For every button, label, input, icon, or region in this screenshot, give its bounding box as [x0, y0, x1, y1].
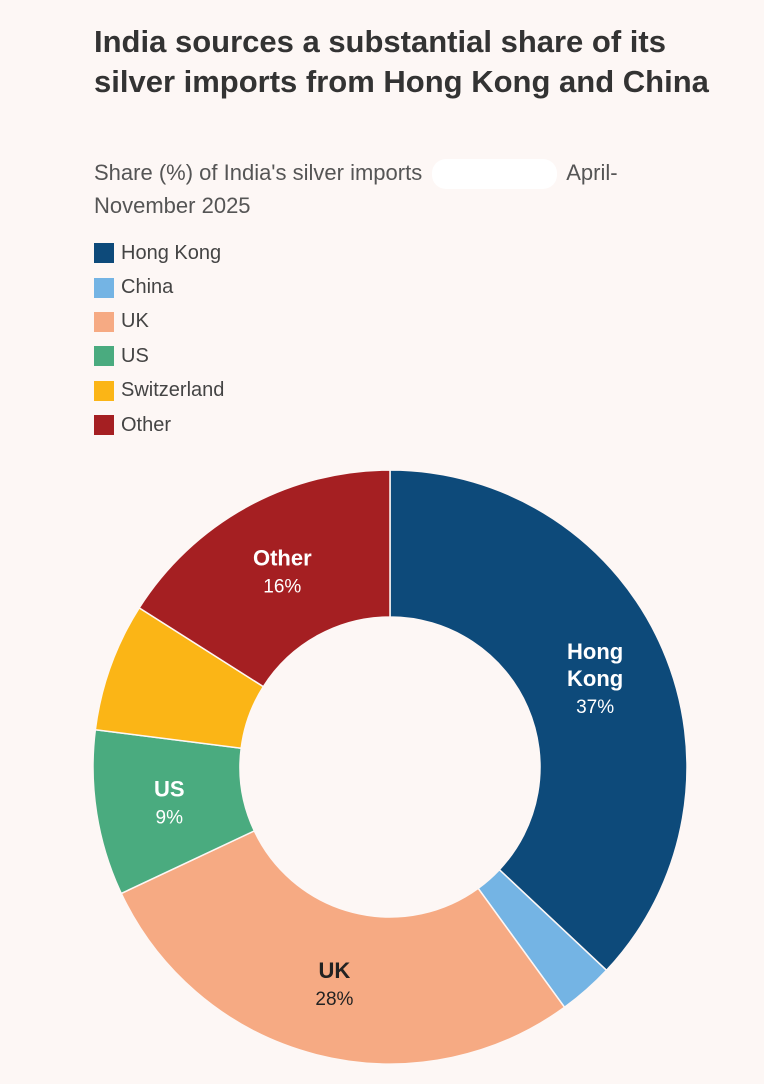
slice-label-other: Other: [253, 546, 312, 571]
legend-label: UK: [121, 310, 149, 333]
chart-legend: Hong Kong China UK US Switzerland Other: [94, 236, 224, 442]
slice-value-hong-kong: 37%: [576, 697, 614, 718]
slice-label-us: US: [154, 776, 185, 801]
legend-label: China: [121, 276, 174, 299]
legend-item-china: China: [94, 270, 224, 304]
slice-label-hong-kong: Hong: [567, 639, 623, 664]
donut-slice-uk: [120, 829, 566, 1065]
legend-label: US: [121, 344, 149, 367]
legend-item-other: Other: [94, 408, 224, 442]
legend-swatch: [94, 243, 114, 264]
chart-subtitle: Share (%) of India's silver imports Apri…: [94, 156, 654, 222]
redaction-mark: [432, 159, 558, 190]
slice-value-other: 16%: [263, 577, 301, 598]
subtitle-text-start: Share (%) of India's silver imports: [94, 160, 423, 185]
donut-slice-hong-kong: [389, 469, 688, 972]
legend-item-hong-kong: Hong Kong: [94, 236, 224, 270]
legend-swatch: [94, 415, 114, 436]
legend-label: Other: [121, 413, 172, 436]
chart-title: India sources a substantial share of its…: [94, 24, 709, 99]
legend-swatch: [94, 277, 114, 298]
slice-value-uk: 28%: [315, 989, 353, 1010]
slice-value-us: 9%: [156, 807, 184, 828]
legend-swatch: [94, 346, 114, 367]
slice-label-hong-kong: Kong: [567, 666, 623, 691]
subtitle-text-end: April-November 2025: [94, 160, 618, 219]
donut-slice-other: [138, 469, 391, 688]
legend-label: Switzerland: [121, 379, 225, 402]
legend-swatch: [94, 311, 114, 332]
legend-item-switzerland: Switzerland: [94, 374, 224, 408]
legend-label: Hong Kong: [121, 241, 222, 264]
slice-label-uk: UK: [319, 958, 351, 983]
legend-item-uk: UK: [94, 305, 224, 339]
legend-swatch: [94, 380, 114, 401]
legend-item-us: US: [94, 339, 224, 373]
